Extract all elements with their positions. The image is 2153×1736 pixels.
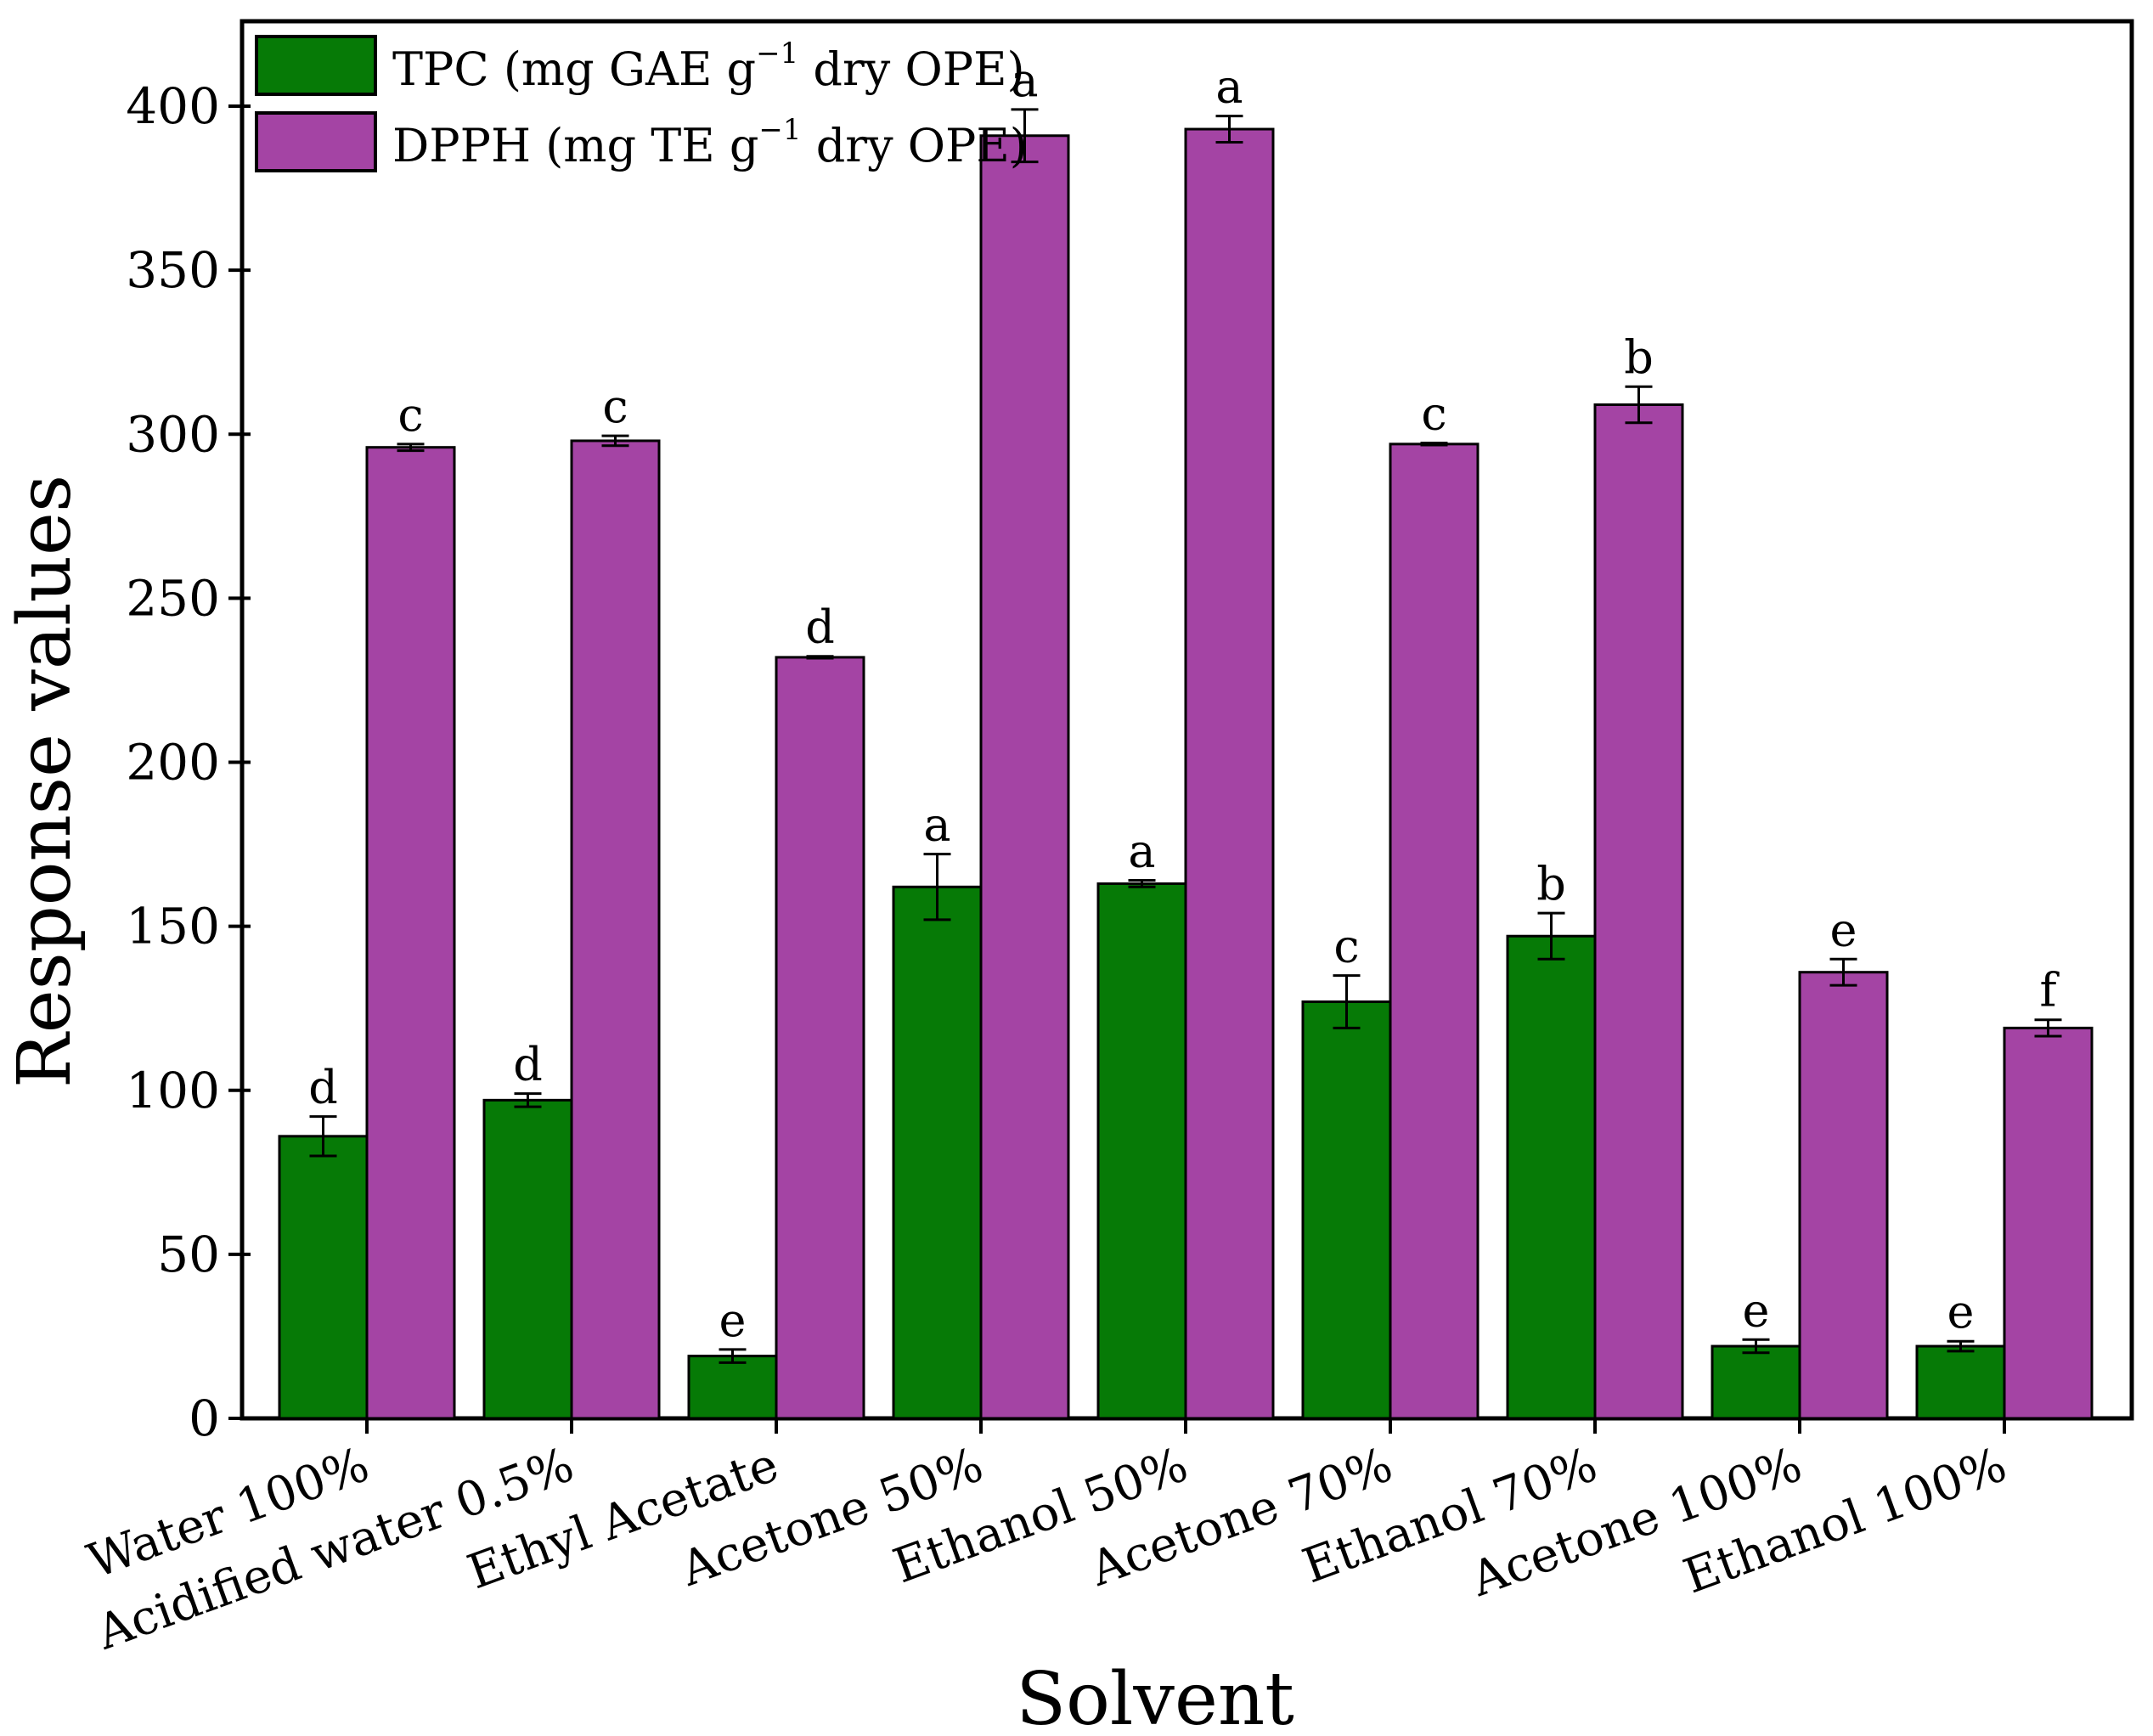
significance-letter: b [1624,330,1654,384]
significance-letter: a [923,798,950,852]
significance-letter: e [719,1294,747,1347]
bar-tpc [482,1098,573,1420]
significance-letter: e [1947,1285,1975,1339]
bar-tpc [1301,1000,1392,1420]
bar-dpph [570,439,661,1420]
bar-tpc [1096,882,1187,1420]
y-tick-label: 200 [126,734,220,792]
legend-swatch-tpc [255,35,377,96]
significance-letter: a [1011,54,1038,107]
significance-letter: c [397,388,423,442]
y-tick-label: 150 [126,898,220,955]
significance-letter: c [1333,920,1359,973]
bar-dpph [1184,127,1275,1420]
significance-letter: e [1830,903,1857,956]
y-tick-label: 250 [126,569,220,627]
x-axis: Water 100%Acidified water 0.5%Ethyl Acet… [81,1418,2014,1661]
y-axis: 0 50 100 150 200 250 300 350 400 [126,77,251,1447]
bar-dpph [775,656,865,1420]
significance-letter: d [513,1038,543,1091]
bar-dpph [365,446,456,1420]
significance-letter: a [1128,825,1155,878]
bar-tpc [687,1355,778,1420]
y-axis-title: Response values [3,475,87,1088]
bar-dpph [1389,442,1479,1420]
bar-dpph [1593,403,1684,1420]
bar-dpph [1798,971,1889,1420]
legend-label-tpc: TPC (mg GAE g−1 dry OPE) [392,37,1025,96]
bar-tpc [1506,934,1597,1420]
legend: TPC (mg GAE g−1 dry OPE) DPPH (mg TE g−1… [255,35,1028,172]
y-tick-label: 400 [126,77,220,135]
x-axis-title: Solvent [1016,1657,1294,1736]
significance-letter: c [602,380,628,433]
bar-dpph [2003,1026,2094,1420]
significance-letter: d [805,600,835,654]
legend-swatch-dpph [255,111,377,172]
significance-letter: e [1743,1283,1770,1337]
significance-letter: a [1215,60,1243,114]
y-tick-label: 100 [126,1062,220,1119]
significance-letter: b [1536,857,1566,910]
legend-label-dpph: DPPH (mg TE g−1 dry OPE) [392,113,1028,172]
y-tick-label: 350 [126,241,220,299]
bar-tpc [892,885,983,1420]
bar-dpph [979,134,1070,1420]
bar-tpc [1915,1344,2006,1420]
y-tick-label: 300 [126,405,220,463]
significance-letter: c [1421,387,1446,441]
bar-tpc [1711,1344,1801,1420]
y-tick-label: 0 [189,1389,220,1447]
bar-tpc [278,1135,369,1420]
y-tick-label: 50 [157,1226,220,1283]
significance-letter: d [308,1061,338,1114]
